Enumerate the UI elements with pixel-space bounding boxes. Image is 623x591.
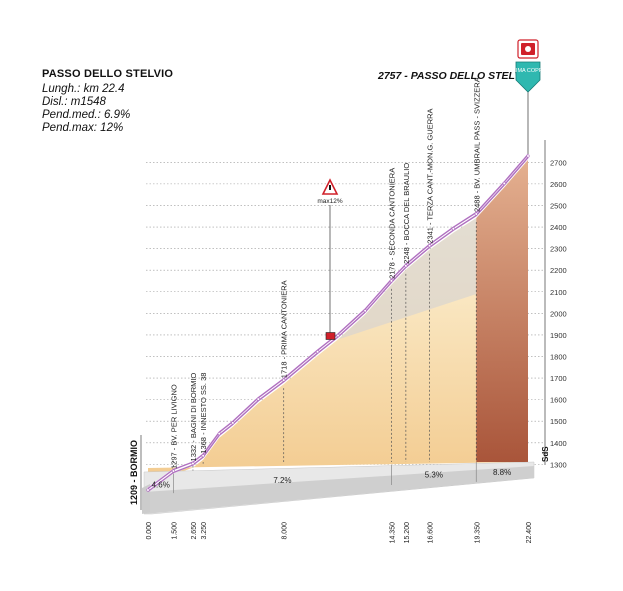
start-label: 1209 - BORMIO bbox=[129, 440, 139, 505]
y-tick-label: 1500 bbox=[550, 417, 567, 426]
profile-point bbox=[316, 350, 320, 354]
summit-flag-icon bbox=[517, 39, 539, 59]
y-tick-label: 2400 bbox=[550, 223, 567, 232]
waypoint-label: 1718 - PRIMA CANTONIERA bbox=[280, 280, 289, 378]
profile-shade bbox=[338, 218, 477, 340]
profile-point bbox=[502, 181, 506, 186]
cima-coppi-badge: CIMA COPPI bbox=[512, 61, 545, 93]
warning-mark bbox=[329, 185, 331, 190]
chart-markers: CIMA COPPI max12% bbox=[317, 39, 545, 340]
y-tick-label: 2000 bbox=[550, 309, 567, 318]
profile-line-upper bbox=[147, 154, 529, 490]
profile-face bbox=[148, 160, 528, 494]
distance-label: 16.600 bbox=[428, 522, 435, 544]
climb-title: PASSO DELLO STELVIO bbox=[42, 68, 174, 80]
max-gradient-label: max12% bbox=[317, 198, 343, 205]
profile-point bbox=[363, 309, 367, 313]
distance-label: 0.000 bbox=[146, 522, 153, 540]
y-tick-label: 2300 bbox=[550, 245, 567, 254]
average-gradient-line: Pend.med.: 6.9% bbox=[42, 109, 131, 121]
profile-point bbox=[428, 244, 432, 248]
profile-point bbox=[282, 378, 286, 382]
y-tick-label: 2200 bbox=[550, 266, 567, 275]
length-line: Lungh.: km 22.4 bbox=[42, 83, 125, 95]
waypoint-label: 2341 - TERZA CANT.-MON.G. GUERRA bbox=[426, 108, 435, 243]
profile-point bbox=[336, 333, 340, 338]
waypoint-label: 2248 - BOCCA DEL BRAULIO bbox=[402, 163, 411, 264]
gradient-label: 4.6% bbox=[152, 481, 170, 490]
y-tick-label: 1400 bbox=[550, 439, 567, 448]
y-tick-label: 2100 bbox=[550, 288, 567, 297]
profile-point bbox=[171, 469, 176, 473]
y-tick-label: 1600 bbox=[550, 396, 567, 405]
profile-point bbox=[217, 432, 221, 436]
max-gradient-point bbox=[325, 332, 336, 340]
y-tick-label: 1900 bbox=[550, 331, 567, 340]
gradient-label: 8.8% bbox=[493, 468, 511, 477]
profile-point bbox=[474, 212, 478, 216]
profile-point bbox=[451, 227, 455, 231]
base-band bbox=[142, 461, 535, 515]
profile-point bbox=[389, 279, 394, 283]
waypoint-label: 2488 - BV. UMBRAIL PASS - SVIZZERA bbox=[472, 77, 481, 212]
profile-point bbox=[146, 488, 150, 492]
profile-point bbox=[404, 264, 408, 268]
distance-label: 8.000 bbox=[282, 522, 289, 540]
waypoint-label: 1332 - BAGNI DI BORMIO bbox=[189, 373, 198, 462]
y-tick-label: 2500 bbox=[550, 201, 567, 210]
distance-label: 1.500 bbox=[171, 522, 178, 540]
y-tick-label: 1700 bbox=[550, 374, 567, 383]
climb-info: PASSO DELLO STELVIO Lungh.: km 22.4 Disl… bbox=[42, 68, 173, 135]
profile-point bbox=[231, 421, 235, 425]
gradient-label: 7.2% bbox=[273, 476, 291, 485]
waypoint-label: 1297 - BV. PER LIVIGNO bbox=[169, 384, 178, 469]
distance-label: 22.400 bbox=[526, 522, 533, 544]
max-gradient-icon bbox=[321, 178, 339, 195]
summit-icon-dot bbox=[525, 46, 531, 52]
profile-point bbox=[191, 461, 195, 466]
y-tick-label: 2700 bbox=[550, 158, 567, 167]
max-gradient-line: Pend.max: 12% bbox=[42, 122, 124, 134]
profile-line-halo bbox=[146, 154, 530, 492]
y-tick-label: 2600 bbox=[550, 180, 567, 189]
elevation-gridlines: 1300 1400 1500 1600 1700 1800 1900 2000 2100 2200… bbox=[146, 140, 567, 469]
chart-labels: 1297 - BV. PER LIVIGNO 1332 - BAGNI DI BO… bbox=[129, 70, 550, 543]
profile-point bbox=[256, 397, 260, 401]
summit-label: 2757 - PASSO DELLO STELVIO bbox=[377, 70, 532, 82]
distance-label: 14.350 bbox=[389, 522, 396, 544]
y-tick-label: 1800 bbox=[550, 352, 567, 361]
profile-line-lower bbox=[147, 157, 529, 493]
elevation-gain-line: Disl.: m1548 bbox=[42, 96, 106, 108]
profile-point bbox=[526, 154, 530, 158]
distance-label: 19.350 bbox=[474, 522, 481, 544]
gradient-label: 5.3% bbox=[425, 470, 443, 479]
cima-coppi-shape bbox=[515, 61, 541, 93]
right-base-label: SdS bbox=[541, 446, 550, 462]
waypoint-label: 1368 - INNESTO SS. 38 bbox=[199, 373, 208, 454]
last-segment-fill bbox=[476, 160, 528, 462]
distance-label: 3.250 bbox=[201, 522, 208, 540]
waypoint-label: 2178 - SECONDA CANTONIERA bbox=[387, 168, 396, 279]
profile-line-group bbox=[146, 154, 530, 493]
distance-label: 15.200 bbox=[404, 522, 411, 544]
y-tick-label: 1300 bbox=[550, 460, 567, 469]
base-front bbox=[144, 466, 534, 514]
cima-coppi-label: CIMA COPPI bbox=[512, 68, 545, 74]
profile-fill bbox=[148, 160, 528, 494]
distance-label: 2.650 bbox=[191, 522, 198, 540]
profile-point bbox=[201, 454, 205, 458]
